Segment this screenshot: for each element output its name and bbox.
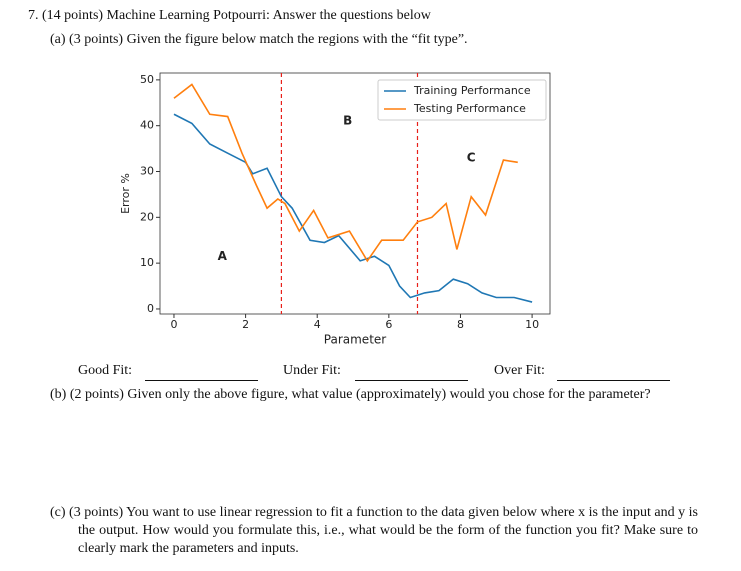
y-tick-label: 10 (140, 256, 154, 269)
region-label: B (343, 114, 352, 128)
x-tick-label: 8 (457, 318, 464, 331)
part-a: (a) (3 points) Given the figure below ma… (50, 32, 468, 47)
answer-line (145, 379, 258, 381)
x-tick-label: 2 (242, 318, 249, 331)
x-tick-label: 4 (314, 318, 321, 331)
answer-line (355, 379, 468, 381)
data-line (173, 113, 533, 303)
question-title: 7. (14 points) Machine Learning Potpourr… (28, 8, 431, 23)
x-axis-label: Parameter (324, 333, 386, 347)
plot-frame (159, 72, 551, 315)
region-label: C (467, 150, 476, 164)
data-line (173, 83, 518, 263)
x-tick-label: 0 (170, 318, 177, 331)
legend-label: Training Performance (413, 84, 531, 97)
y-tick-label: 20 (140, 210, 154, 223)
blank-label: Over Fit: (494, 363, 545, 378)
legend-label: Testing Performance (413, 102, 526, 115)
blank-label: Good Fit: (78, 363, 133, 378)
x-tick-label: 10 (525, 318, 539, 331)
blank-label: Under Fit: (283, 363, 341, 378)
y-tick-label: 50 (140, 73, 154, 86)
y-axis-label: Error % (119, 173, 132, 214)
y-tick-label: 30 (140, 165, 154, 178)
part-c: (c) (3 points) You want to use linear re… (50, 505, 698, 556)
region-label: A (218, 249, 228, 263)
legend-box (377, 79, 547, 121)
answer-line (557, 379, 670, 381)
y-tick-label: 0 (147, 302, 154, 315)
y-tick-label: 40 (140, 119, 154, 132)
part-b: (b) (2 points) Given only the above figu… (50, 387, 651, 402)
x-tick-label: 6 (385, 318, 392, 331)
